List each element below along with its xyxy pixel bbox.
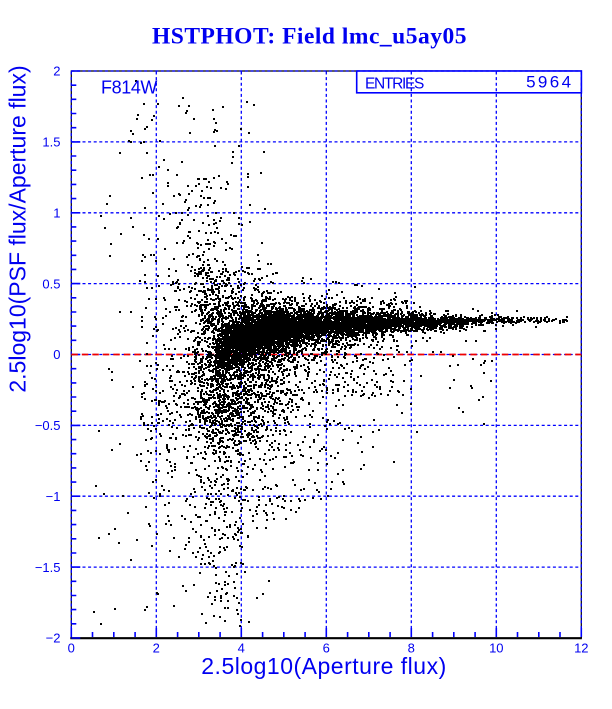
svg-text:−1.5: −1.5 bbox=[35, 560, 61, 575]
svg-text:−1: −1 bbox=[46, 489, 61, 504]
svg-text:0: 0 bbox=[53, 347, 60, 362]
svg-text:2.5log10(PSF flux/Aperture flu: 2.5log10(PSF flux/Aperture flux) bbox=[5, 65, 31, 392]
svg-text:5964: 5964 bbox=[526, 72, 573, 91]
svg-text:0: 0 bbox=[68, 641, 75, 656]
svg-text:−0.5: −0.5 bbox=[35, 418, 61, 433]
svg-text:−2: −2 bbox=[46, 631, 61, 646]
svg-text:1: 1 bbox=[53, 205, 60, 220]
svg-text:2: 2 bbox=[153, 641, 160, 656]
svg-text:4: 4 bbox=[238, 641, 245, 656]
svg-text:2: 2 bbox=[53, 64, 60, 79]
svg-text:8: 8 bbox=[408, 641, 415, 656]
svg-text:10: 10 bbox=[489, 641, 503, 656]
svg-text:HSTPHOT: Field lmc_u5ay05: HSTPHOT: Field lmc_u5ay05 bbox=[152, 24, 467, 50]
svg-text:6: 6 bbox=[323, 641, 330, 656]
svg-text:ENTRIES: ENTRIES bbox=[365, 75, 424, 92]
svg-text:2.5log10(Aperture flux): 2.5log10(Aperture flux) bbox=[201, 653, 446, 679]
svg-text:1.5: 1.5 bbox=[42, 135, 60, 150]
svg-text:0.5: 0.5 bbox=[42, 276, 60, 291]
svg-text:12: 12 bbox=[574, 641, 588, 656]
svg-text:F814W: F814W bbox=[101, 77, 157, 97]
